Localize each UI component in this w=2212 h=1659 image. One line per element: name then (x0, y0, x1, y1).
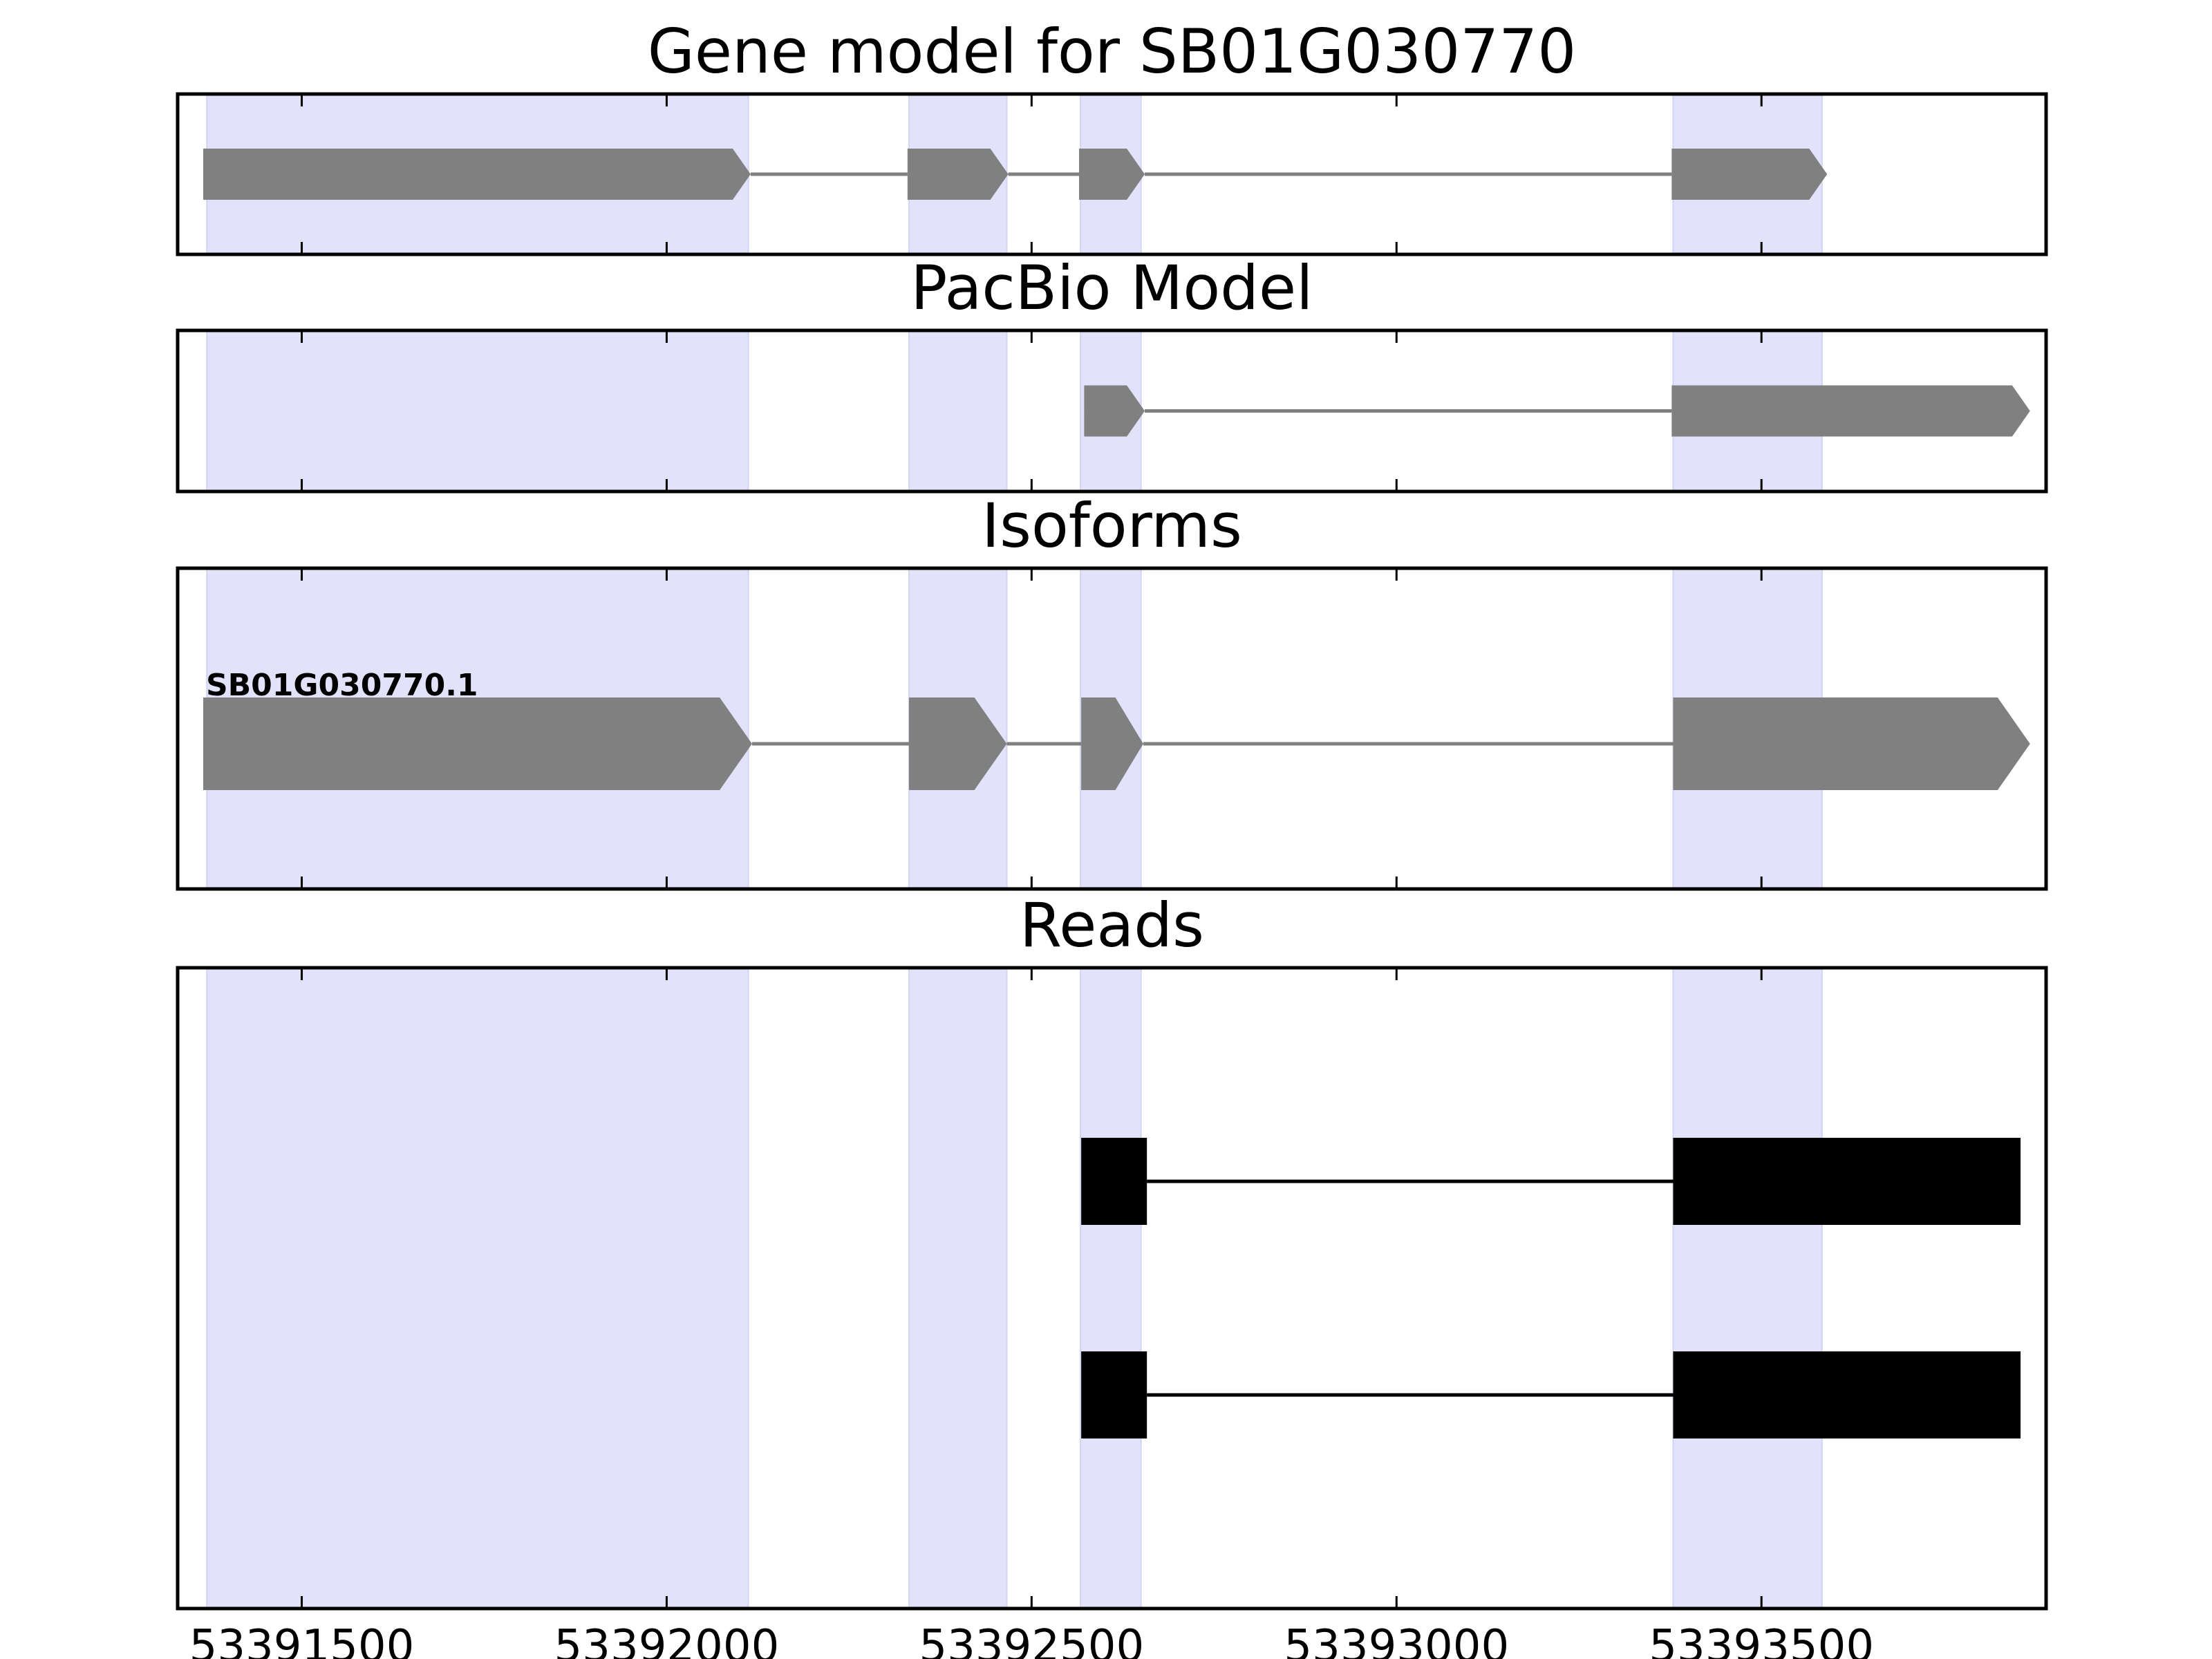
exon-arrow (1671, 149, 1828, 200)
panel-title: Reads (1020, 890, 1204, 961)
panel-frame (176, 966, 2048, 1611)
panel-frame (176, 92, 2048, 256)
transcript (1081, 1351, 2021, 1438)
exon-arrow (203, 697, 752, 790)
panel-frame (176, 328, 2048, 494)
exon-arrow (1078, 149, 1145, 200)
transcript: SB01G030770.1 (203, 668, 2030, 790)
isoform-label: SB01G030770.1 (206, 668, 478, 703)
read-exon-block (1081, 1351, 1147, 1438)
x-tick-label: 53393000 (1284, 1621, 1509, 1659)
exon-arrow (1081, 697, 1143, 790)
exon-arrow (907, 149, 1009, 200)
x-tick-label: 53391500 (189, 1621, 415, 1659)
read-exon-block (1081, 1138, 1147, 1225)
transcript (1081, 1138, 2021, 1225)
exon-arrow (1084, 385, 1145, 437)
track-panel: Gene model for SB01G030770 (176, 16, 2048, 256)
highlight-region (1672, 967, 1823, 1609)
x-tick-label: 53392500 (919, 1621, 1144, 1659)
panel-title: PacBio Model (910, 252, 1313, 324)
read-exon-block (1673, 1138, 2021, 1225)
track-panel: Reads (176, 890, 2048, 1611)
highlight-region (1080, 967, 1142, 1609)
exon-arrow (1673, 697, 2030, 790)
highlight-region (206, 330, 749, 492)
panel-frame (176, 566, 2048, 891)
panel-title: Isoforms (982, 490, 1242, 561)
highlight-region (908, 967, 1008, 1609)
exon-arrow (203, 149, 751, 200)
exon-arrow (908, 697, 1007, 790)
track-panel: SB01G030770.1 Isoforms (176, 490, 2048, 891)
panel-title: Gene model for SB01G030770 (648, 16, 1577, 87)
highlight-region (908, 330, 1008, 492)
read-exon-block (1673, 1351, 2021, 1438)
transcript (1084, 385, 2030, 437)
track-panel: PacBio Model (176, 252, 2048, 494)
exon-arrow (1671, 385, 2030, 437)
x-tick-label: 53392000 (554, 1621, 780, 1659)
transcript (203, 149, 1828, 200)
highlight-region (206, 967, 749, 1609)
x-tick-label: 53393500 (1649, 1621, 1874, 1659)
